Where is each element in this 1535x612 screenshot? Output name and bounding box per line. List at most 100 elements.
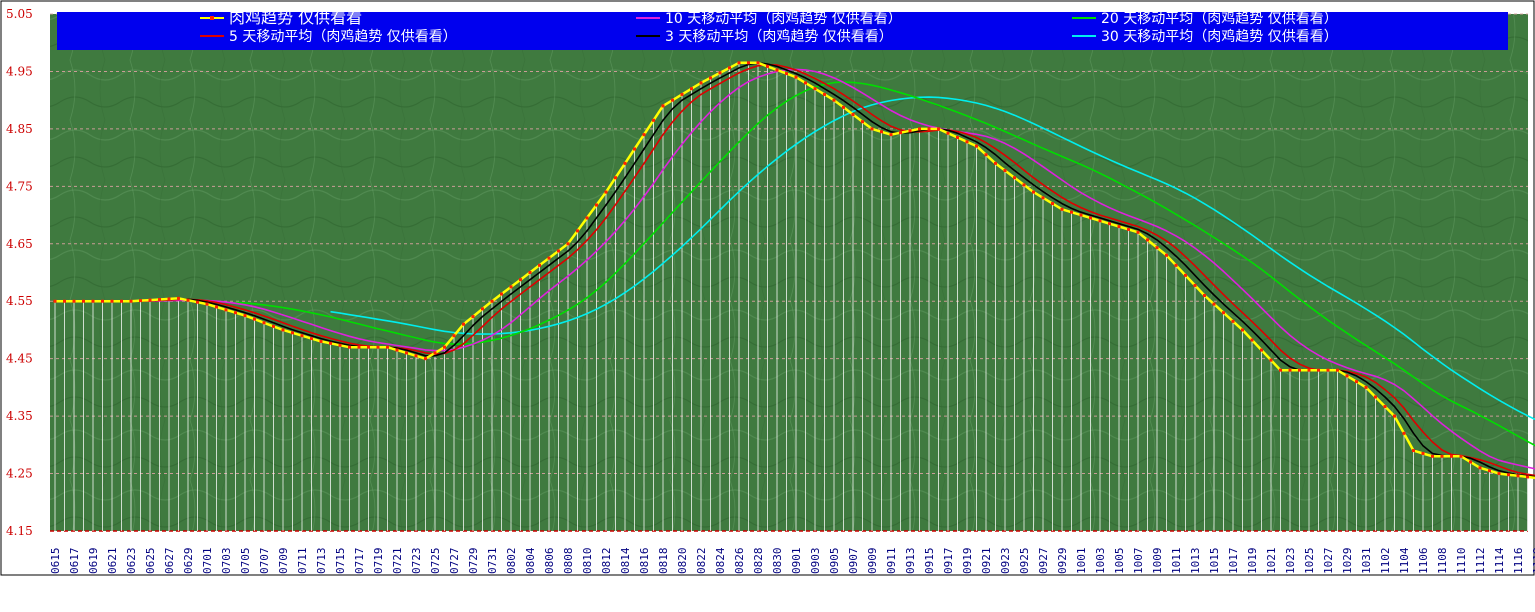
- x-tick-label: 0927: [1037, 548, 1050, 575]
- point-0816: [642, 133, 646, 137]
- y-tick-label: 4.15: [6, 524, 33, 538]
- point-1111: [1469, 460, 1472, 464]
- point-1108: [1440, 454, 1444, 458]
- point-0909: [870, 127, 874, 131]
- point-1016: [1222, 311, 1225, 315]
- legend-label-ma10: 10 天移动平均（肉鸡趋势 仅供看看）: [665, 10, 902, 27]
- point-0619: [91, 299, 95, 303]
- point-0919: [965, 140, 969, 144]
- point-0703: [224, 308, 228, 312]
- point-1008: [1146, 238, 1149, 242]
- point-1012: [1184, 273, 1187, 277]
- point-0615: [53, 299, 57, 303]
- x-tick-label: 0701: [201, 548, 214, 575]
- x-tick-label: 0721: [391, 548, 404, 575]
- point-0617: [72, 299, 76, 303]
- point-0801: [500, 292, 503, 296]
- point-0915: [927, 127, 931, 131]
- point-0724: [424, 357, 427, 361]
- point-1010: [1165, 253, 1168, 257]
- point-0806: [547, 256, 551, 260]
- x-tick-label: 0629: [182, 548, 195, 575]
- base-series-markers: [53, 61, 1529, 479]
- x-tick-label: 0830: [771, 548, 784, 575]
- point-0728: [462, 322, 465, 326]
- x-tick-label: 1029: [1341, 548, 1354, 575]
- x-tick-label: 0725: [429, 548, 442, 575]
- x-tick-label: 0921: [980, 548, 993, 575]
- grid-lines: [50, 13, 1528, 532]
- point-1117: [1526, 475, 1529, 479]
- point-0914: [918, 127, 921, 131]
- point-1013: [1193, 283, 1197, 287]
- legend-label-ma30: 30 天移动平均（肉鸡趋势 仅供看看）: [1101, 28, 1338, 45]
- point-0925: [1022, 183, 1026, 187]
- series-line-ma10: [140, 68, 1535, 470]
- point-0630: [196, 300, 199, 304]
- x-axis: 0615 0617 0619 0621 0623 0625 0627 0629 0701 0703…: [49, 547, 1535, 574]
- point-0712: [310, 337, 313, 341]
- point-0729: [471, 315, 475, 319]
- point-1104: [1402, 431, 1406, 435]
- x-tick-label: 0711: [296, 548, 309, 575]
- point-1026: [1317, 368, 1320, 372]
- x-tick-label: 0709: [277, 548, 290, 575]
- point-0711: [300, 334, 304, 338]
- point-0903: [813, 87, 817, 91]
- point-0715: [338, 343, 342, 347]
- point-1107: [1431, 454, 1434, 458]
- point-0622: [120, 299, 123, 303]
- point-1025: [1307, 368, 1311, 372]
- point-0916: [937, 127, 940, 131]
- point-0717: [357, 345, 361, 349]
- point-0720: [386, 345, 389, 349]
- point-0817: [652, 118, 655, 122]
- point-1018: [1241, 328, 1244, 332]
- x-tick-label: 0729: [467, 548, 480, 575]
- point-0822: [699, 81, 703, 85]
- x-tick-label: 0717: [353, 548, 366, 575]
- x-tick-label: 1025: [1303, 548, 1316, 575]
- x-tick-label: 0915: [923, 548, 936, 575]
- point-0920: [975, 144, 978, 148]
- y-tick-label: 4.75: [6, 179, 33, 193]
- point-1031: [1364, 385, 1368, 389]
- point-0704: [234, 311, 237, 315]
- x-tick-label: 0707: [258, 548, 271, 575]
- point-0725: [433, 351, 437, 355]
- point-0626: [158, 297, 161, 301]
- x-tick-label: 1110: [1455, 548, 1468, 575]
- x-tick-label: 0621: [106, 548, 119, 575]
- x-tick-label: 1005: [1113, 548, 1126, 575]
- point-0718: [367, 345, 370, 349]
- x-tick-label: 1116: [1512, 548, 1525, 575]
- point-0620: [101, 299, 104, 303]
- point-0805: [538, 263, 541, 267]
- x-tick-label: 0828: [752, 548, 765, 575]
- x-tick-label: 0903: [809, 548, 822, 575]
- x-tick-label: 0617: [68, 548, 81, 575]
- point-0809: [576, 229, 579, 233]
- x-tick-label: 0820: [676, 548, 689, 575]
- point-0726: [443, 345, 446, 349]
- point-0708: [272, 324, 275, 328]
- legend-label-ma5: 5 天移动平均（肉鸡趋势 仅供看看）: [229, 28, 457, 45]
- point-1030: [1355, 380, 1358, 384]
- x-tick-label: 0929: [1056, 548, 1069, 575]
- point-0923: [1003, 169, 1007, 173]
- x-tick-label: 1009: [1151, 548, 1164, 575]
- point-1113: [1488, 469, 1491, 473]
- point-0702: [215, 305, 218, 309]
- point-0701: [205, 302, 209, 306]
- x-tick-label: 0806: [543, 548, 556, 575]
- point-0907: [851, 113, 855, 117]
- point-0811: [595, 203, 598, 207]
- point-0628: [177, 296, 180, 300]
- point-0901: [794, 75, 798, 79]
- point-0928: [1051, 202, 1054, 206]
- x-tick-label: 1031: [1360, 548, 1373, 575]
- point-0924: [1013, 176, 1016, 180]
- x-tick-label: 1021: [1265, 548, 1278, 575]
- point-0730: [481, 307, 484, 311]
- point-0819: [671, 98, 674, 102]
